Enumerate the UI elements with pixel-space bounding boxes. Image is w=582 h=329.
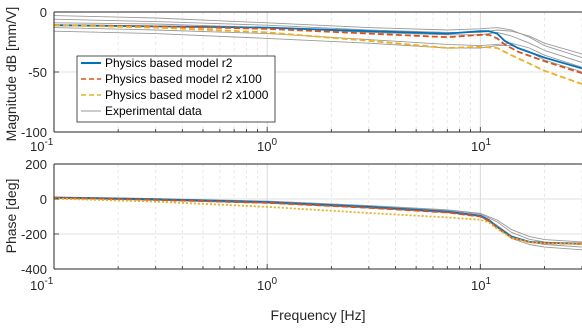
ph-ytick-1: 0 xyxy=(40,192,47,207)
ph-xtick-1: 100 xyxy=(257,276,277,293)
magnitude-x-tick-labels: 10-1 100 101 xyxy=(30,137,491,154)
mag-ytick-1: -50 xyxy=(28,65,47,80)
phase-y-tick-labels: 200 0 -200 -400 xyxy=(21,157,47,277)
mag-xtick-1: 100 xyxy=(257,137,277,154)
phase-axes xyxy=(53,163,582,270)
legend-label-model-r2-x1000: Physics based model r2 x1000 xyxy=(105,88,269,102)
mag-xtick-2: 101 xyxy=(471,137,491,154)
mag-series-line-3 xyxy=(53,18,582,55)
ph-ytick-3: -400 xyxy=(21,262,47,277)
mag-series-line-0 xyxy=(53,24,582,70)
mag-series-line-2 xyxy=(53,24,582,85)
ph-ytick-2: -200 xyxy=(21,227,47,242)
ph-series-line-2 xyxy=(53,197,582,246)
ph-xtick-0: 10-1 xyxy=(30,276,54,293)
mag-xtick-0: 10-1 xyxy=(30,137,54,154)
mag-series-line-1 xyxy=(53,24,582,75)
magnitude-y-axis-label: Magnitude dB [mm/V] xyxy=(3,7,19,142)
mag-ytick-0: 0 xyxy=(40,5,47,20)
phase-series xyxy=(53,196,582,251)
x-axis-label: Frequency [Hz] xyxy=(271,307,366,323)
legend-label-model-r2: Physics based model r2 xyxy=(105,56,233,70)
phase-y-axis-label: Phase [deg] xyxy=(3,179,19,254)
phase-panel: 200 0 -200 -400 10-1 100 101 Phase [deg]… xyxy=(3,157,582,323)
ph-ytick-0: 200 xyxy=(25,157,47,172)
mag-series-line-5 xyxy=(53,27,582,68)
magnitude-panel: 0 -50 -100 10-1 100 101 Magnitude dB [mm… xyxy=(3,5,582,154)
ph-series-line-1 xyxy=(53,197,582,245)
phase-axes-background xyxy=(54,164,582,269)
legend-box xyxy=(76,55,276,123)
magnitude-y-tick-labels: 0 -50 -100 xyxy=(21,5,47,140)
mag-ytick-2: -100 xyxy=(21,125,47,140)
magnitude-series xyxy=(53,15,582,85)
mag-series-line-7 xyxy=(53,15,582,59)
legend-label-experimental: Experimental data xyxy=(105,104,202,118)
phase-x-tick-labels: 10-1 100 101 xyxy=(30,276,491,293)
magnitude-axes xyxy=(53,11,582,133)
legend-label-model-r2-x100: Physics based model r2 x100 xyxy=(105,72,262,86)
ph-xtick-2: 101 xyxy=(471,276,491,293)
legend: Physics based model r2 Physics based mod… xyxy=(76,55,276,123)
